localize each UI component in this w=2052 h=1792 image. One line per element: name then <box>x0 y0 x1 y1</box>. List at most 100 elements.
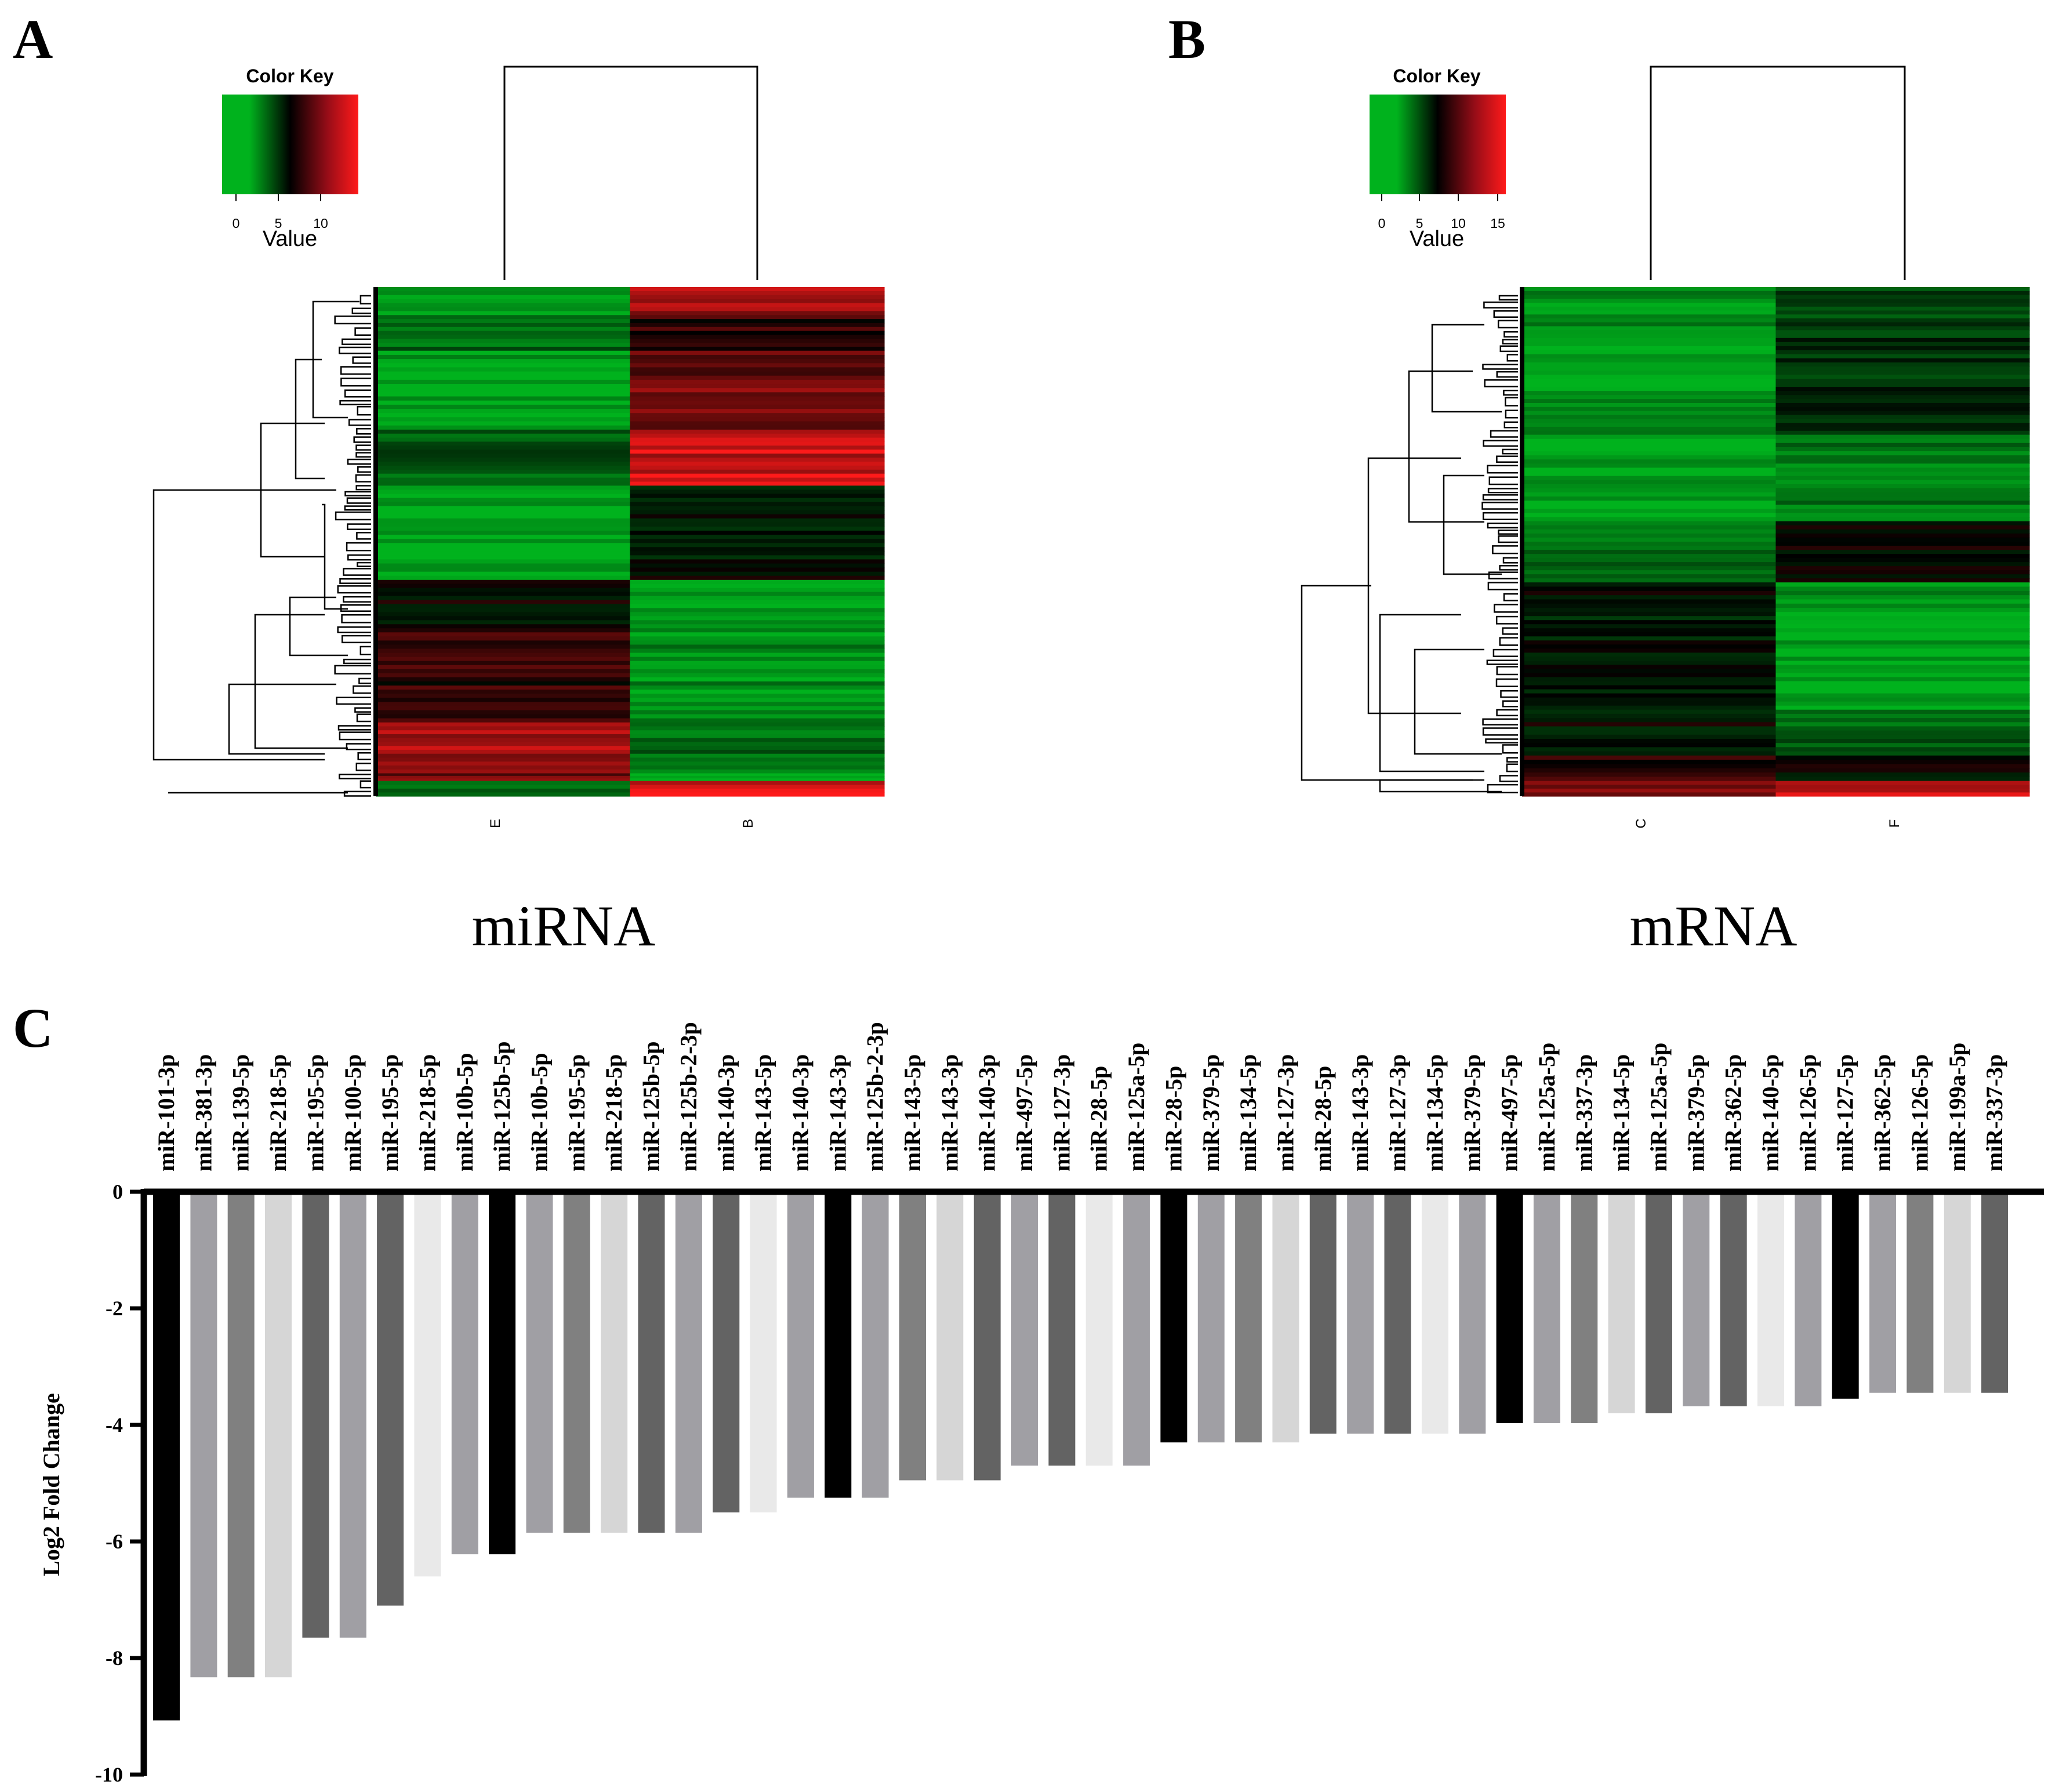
heatmap-b-cell <box>1775 760 2030 764</box>
heatmap-b-cell <box>1522 379 1777 383</box>
heatmap-a-cell <box>630 531 885 535</box>
heatmap-b-cell <box>1775 785 2030 789</box>
heatmap-b-cell <box>1522 330 1777 335</box>
heatmap-b-cell <box>1522 407 1777 412</box>
bar-20 <box>862 1192 889 1498</box>
heatmap-a-cell <box>630 583 885 589</box>
heatmap-a-cell <box>630 441 885 447</box>
panel-a-color-key-value-label: Value <box>263 227 317 251</box>
heatmap-a-cell <box>376 551 631 556</box>
dendrogram-leaf <box>342 338 371 345</box>
dendrogram-leaf <box>1496 371 1518 378</box>
heatmap-b-cell <box>1775 447 2030 452</box>
panel-a-caption: miRNA <box>472 894 656 958</box>
heatmap-a-cell <box>376 481 631 487</box>
bar-39 <box>1571 1192 1598 1423</box>
heatmap-b-cell <box>1522 709 1777 714</box>
heatmap-b-cell <box>1522 399 1777 404</box>
heatmap-a-cell <box>630 417 885 422</box>
heatmap-b-cell <box>1522 689 1777 694</box>
bar-label-37: miR-497-5p <box>1497 1054 1523 1171</box>
bar-26 <box>1085 1192 1113 1466</box>
heatmap-b-cell <box>1775 768 2030 773</box>
heatmap-a-cell <box>630 596 885 601</box>
heatmap-a-cell <box>630 773 885 777</box>
dendrogram-leaf <box>347 554 371 561</box>
heatmap-b-cell <box>1522 521 1777 526</box>
heatmap-b-cell <box>1522 608 1777 612</box>
dendrogram-leaf <box>1502 557 1518 564</box>
heatmap-b-cell <box>1775 322 2030 327</box>
heatmap-b-cell <box>1775 358 2030 363</box>
bar-label-32: miR-28-5p <box>1310 1066 1336 1171</box>
heatmap-b-cell <box>1775 430 2030 436</box>
heatmap-a-cell <box>630 714 885 719</box>
heatmap-a-cell <box>630 616 885 621</box>
heatmap-a-cell <box>630 734 885 739</box>
heatmap-b-cell <box>1522 423 1777 427</box>
heatmap-a-cell <box>630 757 885 762</box>
dendrogram-leaf <box>352 356 371 364</box>
heatmap-b-cell <box>1775 612 2030 616</box>
heatmap-b-cell <box>1775 697 2030 702</box>
heatmap-b-cell <box>1775 582 2030 587</box>
heatmap-a-cell <box>630 656 885 662</box>
panel-a-column-label-e: E <box>488 819 503 828</box>
heatmap-b-cell <box>1775 291 2030 296</box>
heatmap-b-cell <box>1775 730 2030 735</box>
heatmap-a-cell <box>630 636 885 641</box>
dendrogram-leaf <box>1506 763 1518 772</box>
heatmap-a-cell <box>630 319 885 324</box>
panel-a-heatmap-outline <box>373 287 378 796</box>
heatmap-b-cell <box>1522 402 1777 408</box>
heatmap-b-cell <box>1522 295 1777 299</box>
heatmap-b-cell <box>1775 669 2030 674</box>
bar-label-5: miR-195-5p <box>302 1054 328 1171</box>
panel-b-column-label-f: F <box>1887 819 1902 828</box>
panel-b-color-key-tick-5: 5 <box>1416 216 1423 231</box>
bar-13 <box>601 1192 628 1533</box>
heatmap-b-cell <box>1775 656 2030 662</box>
bar-5 <box>302 1192 329 1638</box>
bar-7 <box>377 1192 404 1606</box>
heatmap-a-cell <box>376 742 631 746</box>
heatmap-b-cell <box>1522 426 1777 431</box>
dendrogram-leaf <box>344 505 371 511</box>
heatmap-b-cell <box>1522 603 1777 608</box>
dendrogram-leaf <box>340 366 371 375</box>
heatmap-b-cell <box>1522 415 1777 419</box>
heatmap-b-cell <box>1775 661 2030 666</box>
heatmap-a-cell <box>376 612 631 617</box>
heatmap-b-cell <box>1775 566 2030 571</box>
heatmap-a-cell <box>376 291 631 296</box>
dendrogram-leaf <box>337 585 371 594</box>
heatmap-b-cell <box>1522 599 1777 604</box>
bar-label-50: miR-337-3p <box>1981 1054 2007 1171</box>
heatmap-a-cell <box>376 465 631 470</box>
dendrogram-leaf <box>355 485 371 491</box>
heatmap-b-cell <box>1522 764 1777 769</box>
heatmap-a-cell <box>630 781 885 785</box>
dendrogram-leaf <box>1495 615 1518 625</box>
heatmap-b-cell <box>1522 505 1777 510</box>
dendrogram-leaf <box>1492 648 1518 657</box>
bar-3 <box>227 1192 255 1678</box>
bar-label-1: miR-101-3p <box>153 1054 179 1171</box>
heatmap-b-cell <box>1775 558 2030 563</box>
heatmap-b-cell <box>1522 661 1777 666</box>
heatmap-b-cell <box>1522 713 1777 719</box>
dendrogram-leaf <box>335 511 371 521</box>
bar-46 <box>1832 1192 1859 1399</box>
bar-label-27: miR-125a-5p <box>1123 1043 1149 1171</box>
bar-label-35: miR-134-5p <box>1422 1054 1448 1171</box>
dendrogram-leaf <box>1498 295 1518 301</box>
bar-label-30: miR-134-5p <box>1235 1054 1261 1171</box>
heatmap-b-cell <box>1775 599 2030 604</box>
panel-a-heatmap <box>376 287 885 797</box>
heatmap-a-cell <box>376 469 631 474</box>
heatmap-a-cell <box>630 514 885 519</box>
heatmap-a-cell <box>630 502 885 507</box>
heatmap-b-cell <box>1522 310 1777 315</box>
dendrogram-leaf <box>344 491 371 497</box>
